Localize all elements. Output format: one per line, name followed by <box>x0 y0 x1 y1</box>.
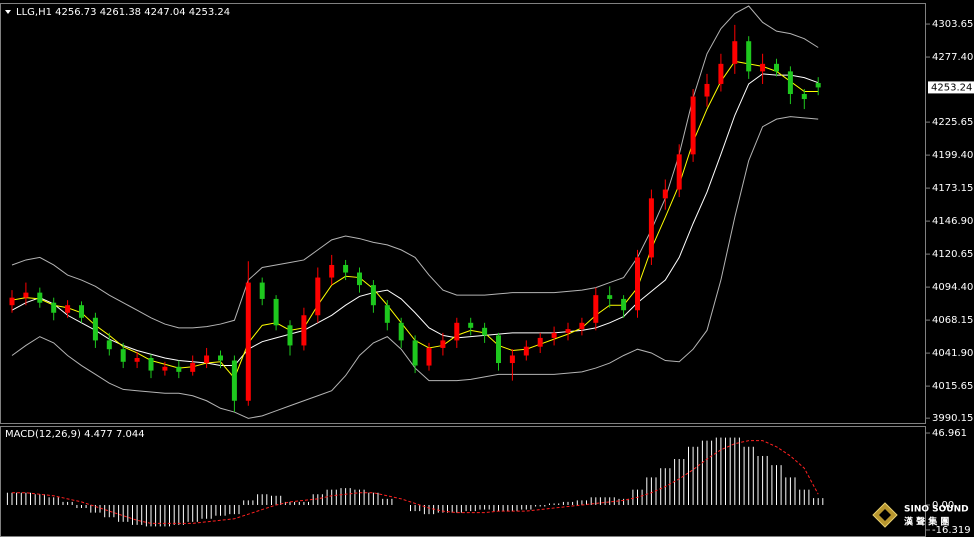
price-panel <box>0 3 926 424</box>
candle-body <box>301 315 307 346</box>
candle-body <box>746 41 752 72</box>
close: 4253.24 <box>189 7 230 18</box>
y-tick-label: 0.00 <box>932 500 954 511</box>
candle-body <box>315 277 321 316</box>
candle-body <box>787 71 793 95</box>
candle-body <box>384 305 390 323</box>
candle-body <box>509 355 515 364</box>
band-middle <box>11 73 819 367</box>
candle-body <box>635 257 640 311</box>
candle-body <box>231 360 237 401</box>
candle-body <box>648 198 654 258</box>
low: 4247.04 <box>144 7 185 18</box>
candle-body <box>357 272 362 286</box>
candle-body <box>676 154 682 190</box>
candle-body <box>329 264 335 278</box>
candle-body <box>65 305 71 313</box>
candle-body <box>134 358 140 362</box>
candle-body <box>79 305 84 318</box>
current-price-box <box>928 81 974 94</box>
candle-body <box>732 41 738 64</box>
candle-body <box>190 363 196 372</box>
candle-body <box>245 282 251 401</box>
y-tick-label: 4303.65 <box>932 19 973 30</box>
candle-body <box>370 285 376 306</box>
y-tick-label: 4146.90 <box>932 216 973 227</box>
band-upper <box>11 5 819 329</box>
y-tick-label: 4015.65 <box>932 381 973 392</box>
y-tick-label: 4068.15 <box>932 315 973 326</box>
candle-body <box>468 322 474 328</box>
y-tick-label: 4199.40 <box>932 150 973 161</box>
symbol: LLG,H1 <box>16 7 52 18</box>
candle-body <box>287 325 293 346</box>
candle-body <box>37 292 43 303</box>
candle-body <box>607 295 613 299</box>
candle-body <box>523 346 529 356</box>
y-tick-label: 3990.15 <box>932 413 973 424</box>
candle-body <box>148 358 154 371</box>
candle-body <box>690 96 696 155</box>
candle-body <box>176 366 182 372</box>
candle-body <box>218 355 223 361</box>
candle-body <box>343 264 349 273</box>
candle-body <box>412 340 418 366</box>
candle-body <box>23 292 29 298</box>
candle-body <box>801 94 807 100</box>
candle-body <box>662 189 668 199</box>
candle-body <box>9 297 15 306</box>
candle-body <box>92 317 98 341</box>
candle-body <box>204 355 210 364</box>
candle-body <box>704 83 710 97</box>
candle-body <box>454 322 460 341</box>
logo: SINO SOUND 漢 聲 集 團 <box>872 502 969 528</box>
candle-body <box>621 298 627 311</box>
current-price: 4253.24 <box>931 82 972 93</box>
signal-line <box>12 440 819 524</box>
y-tick-label: 4094.40 <box>932 282 973 293</box>
candle-body <box>537 337 543 347</box>
candle-body <box>718 63 724 84</box>
candle-body <box>496 335 501 364</box>
menu-arrow <box>5 10 11 14</box>
candle-body <box>815 83 821 88</box>
logo-name: SINO SOUND <box>904 505 969 515</box>
candle-body <box>106 340 112 350</box>
candle-body <box>593 295 599 323</box>
candle-body <box>551 332 557 338</box>
price-header: LLG,H1 4256.73 4261.38 4247.04 4253.24 <box>16 7 230 18</box>
signal-value: 7.044 <box>116 429 145 440</box>
candle-body <box>273 298 279 326</box>
y-tick-label: 46.961 <box>932 428 967 439</box>
candle-body <box>51 302 57 313</box>
candle-body <box>426 347 432 366</box>
macd-header: MACD(12,26,9) 4.477 7.044 <box>5 429 145 440</box>
candle-body <box>398 322 404 341</box>
candle-body <box>440 340 446 348</box>
y-tick-label: -16.319 <box>932 525 971 536</box>
candle-body <box>120 349 126 362</box>
open: 4256.73 <box>55 7 96 18</box>
y-tick-label: 4225.65 <box>932 117 973 128</box>
candle-body <box>482 327 488 336</box>
candle-body <box>162 366 168 371</box>
y-tick-label: 4173.15 <box>932 183 973 194</box>
y-tick-label: 4277.40 <box>932 52 973 63</box>
macd-value: 4.477 <box>84 429 113 440</box>
candle-body <box>774 63 779 72</box>
y-tick-label: 4041.90 <box>932 348 973 359</box>
logo-subtitle: 漢 聲 集 團 <box>904 516 949 528</box>
candle-body <box>565 329 571 333</box>
y-tick-label: 4120.65 <box>932 249 973 260</box>
high: 4261.38 <box>100 7 141 18</box>
candle-body <box>579 322 585 330</box>
candle-body <box>760 63 766 72</box>
logo-icon-inner <box>879 509 891 521</box>
candle-body <box>259 282 265 299</box>
macd-title: MACD(12,26,9) <box>5 429 81 440</box>
